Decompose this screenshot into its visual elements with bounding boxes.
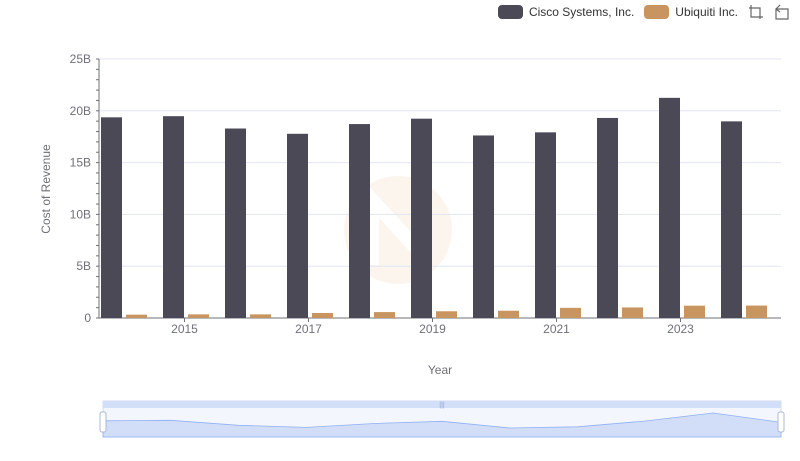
bar-cisco-2019[interactable] <box>411 118 432 318</box>
bar-cisco-2014[interactable] <box>101 117 122 318</box>
bar-ubiquiti-2014[interactable] <box>126 314 147 318</box>
bar-cisco-2020[interactable] <box>473 135 494 318</box>
bar-ubiquiti-2018[interactable] <box>374 312 395 318</box>
data-zoom-left-handle[interactable] <box>99 411 107 433</box>
data-zoom-selection[interactable] <box>103 401 781 408</box>
data-zoom-right-handle[interactable] <box>777 411 785 433</box>
bar-cisco-2021[interactable] <box>535 132 556 318</box>
data-zoom-preview-area <box>102 412 782 438</box>
bar-ubiquiti-2015[interactable] <box>188 314 209 318</box>
y-tick-label: 5B <box>76 259 91 273</box>
bar-cisco-2022[interactable] <box>597 117 618 319</box>
zoom-icon[interactable] <box>748 4 764 20</box>
bar-cisco-2023[interactable] <box>659 97 680 318</box>
legend: Cisco Systems, Inc. Ubiquiti Inc. <box>497 4 790 20</box>
bar-ubiquiti-2019[interactable] <box>436 311 457 318</box>
bar-ubiquiti-2017[interactable] <box>312 313 333 318</box>
data-zoom-grip-icon[interactable]: ||| <box>439 402 445 409</box>
bar-ubiquiti-2024[interactable] <box>746 305 767 318</box>
y-tick-label: 10B <box>70 207 91 221</box>
bar-ubiquiti-2023[interactable] <box>684 305 705 318</box>
legend-label-cisco: Cisco Systems, Inc. <box>528 5 635 19</box>
bar-cisco-2017[interactable] <box>287 133 308 318</box>
x-tick-label: 2023 <box>667 322 694 336</box>
legend-swatch-ubiquiti <box>644 5 670 19</box>
x-tick-label: 2019 <box>419 322 446 336</box>
x-axis: 2015 2017 2019 2021 2023 <box>99 317 781 336</box>
y-axis-title: Cost of Revenue <box>39 144 53 234</box>
bar-cisco-2018[interactable] <box>349 124 370 319</box>
legend-swatch-cisco <box>497 5 523 19</box>
legend-item-cisco[interactable]: Cisco Systems, Inc. <box>497 5 635 19</box>
y-tick-label: 0 <box>84 311 91 325</box>
bar-ubiquiti-2020[interactable] <box>498 310 519 318</box>
y-tick-label: 20B <box>70 104 91 118</box>
bars[interactable] <box>101 97 767 319</box>
data-zoom-slider[interactable]: ||| <box>99 400 785 438</box>
legend-label-ubiquiti: Ubiquiti Inc. <box>675 5 738 19</box>
bar-ubiquiti-2022[interactable] <box>622 307 643 318</box>
x-tick-label: 2021 <box>543 322 570 336</box>
x-tick-label: 2015 <box>171 322 198 336</box>
bar-cisco-2016[interactable] <box>225 128 246 318</box>
y-axis: 0 5B 10B 15B 20B 25B <box>70 52 100 325</box>
x-tick-label: 2017 <box>295 322 322 336</box>
bar-cisco-2015[interactable] <box>163 116 184 319</box>
bar-cisco-2024[interactable] <box>721 121 742 318</box>
bar-ubiquiti-2016[interactable] <box>250 314 271 318</box>
x-axis-title: Year <box>428 363 452 377</box>
y-tick-label: 15B <box>70 156 91 170</box>
restore-icon[interactable] <box>774 4 790 20</box>
y-tick-label: 25B <box>70 52 91 66</box>
legend-item-ubiquiti[interactable]: Ubiquiti Inc. <box>644 5 738 19</box>
bar-ubiquiti-2021[interactable] <box>560 307 581 318</box>
